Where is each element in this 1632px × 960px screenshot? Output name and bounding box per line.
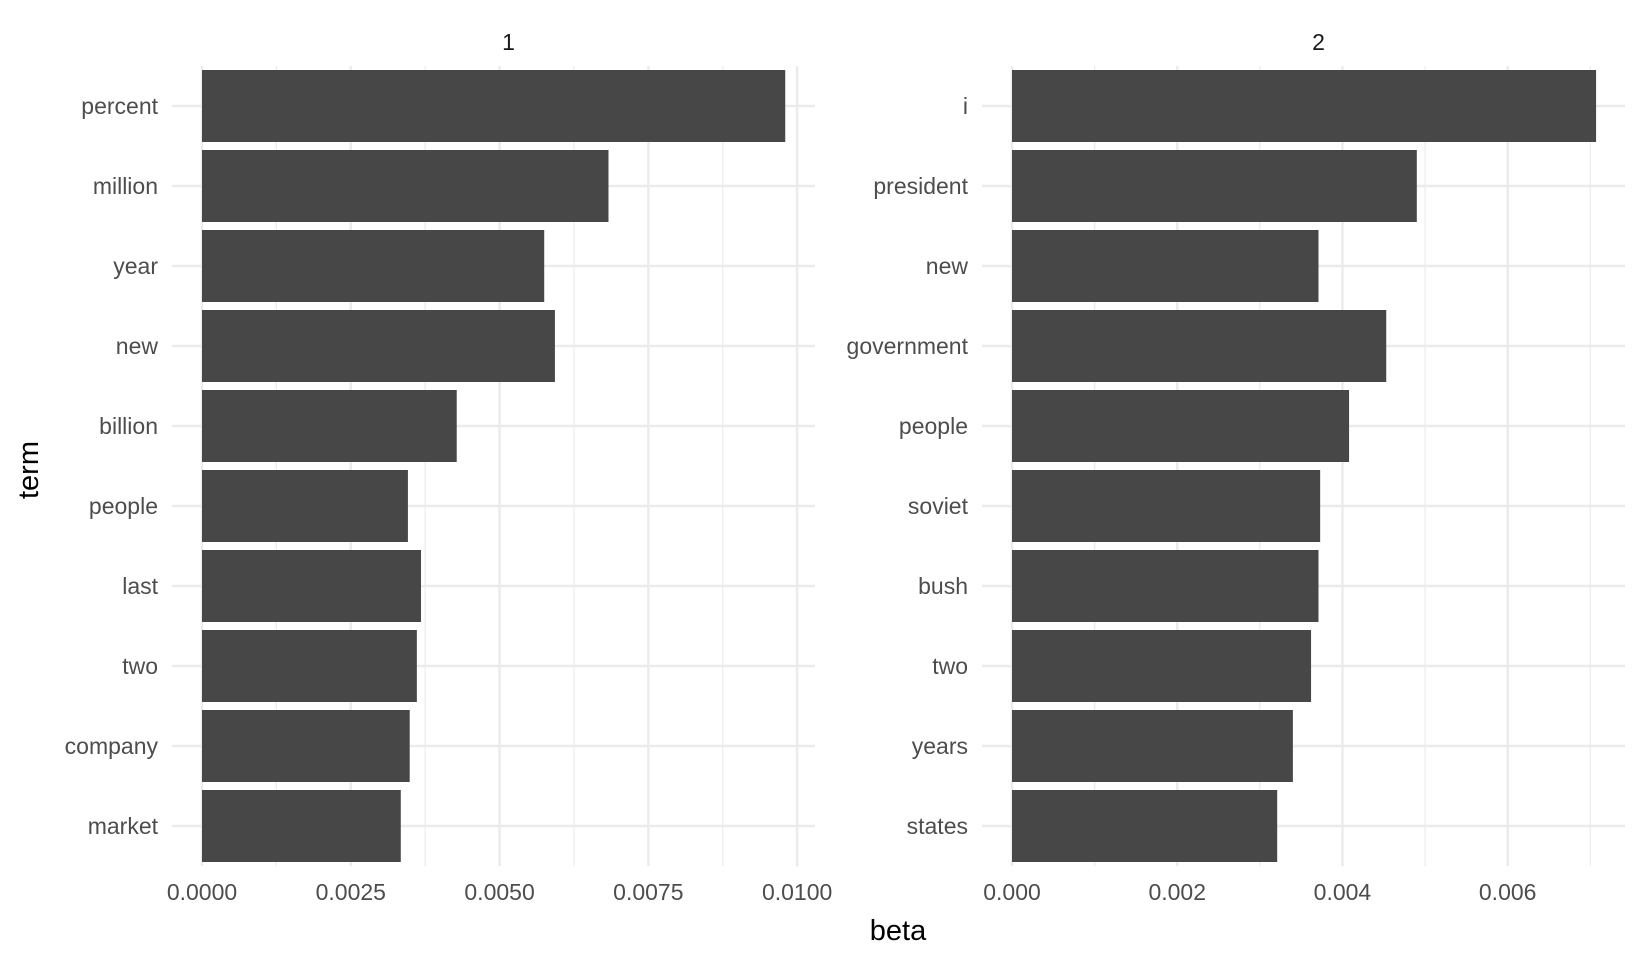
bar-million bbox=[202, 150, 609, 222]
y-tick-label: million bbox=[93, 173, 158, 199]
y-tick-label: people bbox=[899, 413, 968, 439]
y-tick-label: years bbox=[912, 733, 968, 759]
y-tick-label: people bbox=[89, 493, 158, 519]
y-tick-label: two bbox=[122, 653, 158, 679]
facet-strip-label: 2 bbox=[1312, 29, 1325, 55]
bar-two bbox=[1012, 630, 1312, 702]
y-tick-label: i bbox=[963, 93, 968, 119]
y-axis-title: term bbox=[13, 441, 45, 499]
y-tick-label: last bbox=[122, 573, 158, 599]
y-tick-label: soviet bbox=[908, 493, 969, 519]
bar-billion bbox=[202, 390, 457, 462]
y-tick-label: new bbox=[926, 253, 969, 279]
y-tick-label: two bbox=[932, 653, 968, 679]
y-tick-label: billion bbox=[99, 413, 158, 439]
bar-new bbox=[202, 310, 555, 382]
bar-year bbox=[202, 230, 545, 302]
facet-panel-1: percent million year new billion people last tw… bbox=[65, 29, 833, 905]
facet-panel-2: i president new government people soviet bush t… bbox=[847, 29, 1625, 905]
y-tick-label: states bbox=[907, 813, 968, 839]
bar-i bbox=[1012, 70, 1597, 142]
x-tick-label: 0.002 bbox=[1148, 879, 1206, 905]
x-tick-label: 0.000 bbox=[983, 879, 1041, 905]
bar-new bbox=[1012, 230, 1319, 302]
bar-government bbox=[1012, 310, 1387, 382]
bar-market bbox=[202, 790, 401, 862]
bar-president bbox=[1012, 150, 1417, 222]
x-tick-label: 0.004 bbox=[1314, 879, 1372, 905]
facet-strip-label: 1 bbox=[502, 29, 515, 55]
x-tick-label: 0.006 bbox=[1479, 879, 1537, 905]
chart-panels: percent million year new billion people last tw… bbox=[65, 29, 1625, 905]
bar-soviet bbox=[1012, 470, 1321, 542]
bar-two bbox=[202, 630, 417, 702]
bar-states bbox=[1012, 790, 1278, 862]
y-tick-label: bush bbox=[918, 573, 968, 599]
x-tick-label: 0.0050 bbox=[464, 879, 534, 905]
bar-people bbox=[202, 470, 408, 542]
bar-people bbox=[1012, 390, 1350, 462]
x-axis-title: beta bbox=[870, 915, 927, 947]
bar-bush bbox=[1012, 550, 1319, 622]
x-tick-label: 0.0025 bbox=[316, 879, 386, 905]
bar-last bbox=[202, 550, 422, 622]
y-tick-label: percent bbox=[81, 93, 158, 119]
x-tick-label: 0.0075 bbox=[613, 879, 683, 905]
y-tick-label: company bbox=[65, 733, 159, 759]
y-tick-label: market bbox=[88, 813, 159, 839]
bar-company bbox=[202, 710, 410, 782]
y-tick-label: new bbox=[116, 333, 159, 359]
y-tick-label: president bbox=[873, 173, 968, 199]
bar-years bbox=[1012, 710, 1293, 782]
x-tick-label: 0.0000 bbox=[167, 879, 237, 905]
x-tick-label: 0.0100 bbox=[762, 879, 832, 905]
bar-percent bbox=[202, 70, 786, 142]
y-tick-label: year bbox=[113, 253, 158, 279]
y-tick-label: government bbox=[847, 333, 969, 359]
